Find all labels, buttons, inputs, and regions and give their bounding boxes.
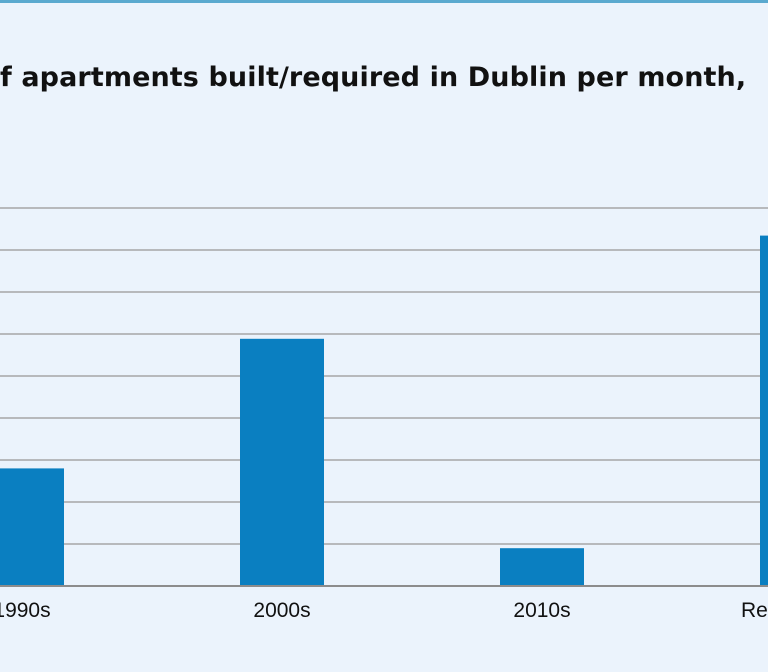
bar-2010s bbox=[500, 548, 584, 586]
x-tick-label: Re bbox=[741, 599, 768, 622]
x-tick-label: 1990s bbox=[0, 599, 51, 622]
bar-re bbox=[760, 235, 768, 586]
chart-title: f apartments built/required in Dublin pe… bbox=[0, 62, 747, 93]
bar-1990s bbox=[0, 468, 64, 586]
bar-2000s bbox=[240, 338, 324, 586]
x-tick-label: 2000s bbox=[253, 599, 310, 622]
top-rule bbox=[0, 0, 768, 3]
x-tick-label: 2010s bbox=[513, 599, 570, 622]
